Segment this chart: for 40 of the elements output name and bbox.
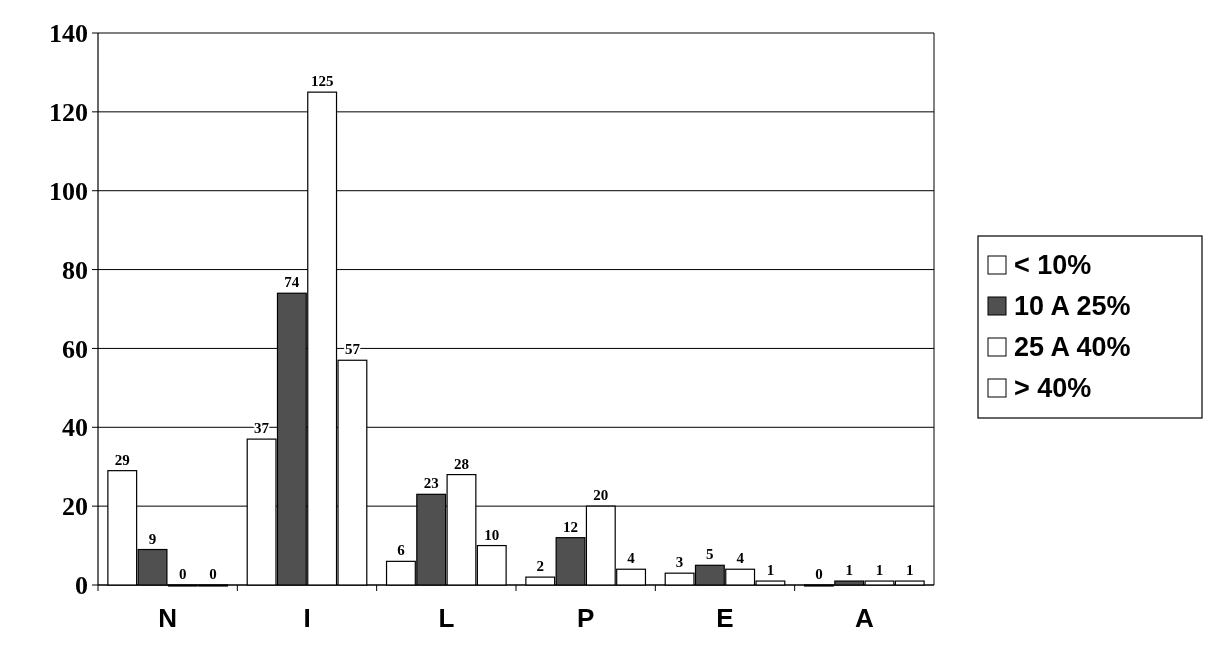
data-label: 20	[593, 487, 609, 504]
legend-label: > 40%	[1014, 373, 1092, 404]
data-label: 12	[563, 518, 579, 535]
x-tick-label: N	[158, 603, 178, 633]
y-tick-label: 60	[62, 334, 88, 364]
legend-label: < 10%	[1014, 250, 1092, 281]
y-tick-label: 120	[49, 97, 88, 127]
x-tick-label: A	[854, 603, 874, 633]
y-tick-label: 0	[75, 571, 88, 601]
x-tick-label: L	[438, 603, 455, 633]
data-label: 74	[284, 274, 300, 291]
data-label: 1	[766, 562, 775, 579]
legend-label: 10 A 25%	[1014, 291, 1131, 322]
data-label: 2	[536, 558, 544, 575]
data-label: 23	[423, 475, 439, 492]
data-label: 6	[397, 542, 406, 559]
data-label: 4	[736, 550, 745, 567]
y-tick-label: 20	[62, 492, 88, 522]
x-tick-label: E	[716, 603, 734, 633]
legend-label: 25 A 40%	[1014, 332, 1131, 363]
y-tick-label: 40	[62, 413, 88, 443]
data-label: 28	[453, 455, 469, 472]
data-label: 3	[675, 554, 684, 571]
data-label: 1	[845, 562, 853, 579]
data-label: 1	[906, 562, 914, 579]
x-tick-label: I	[303, 603, 311, 633]
y-tick-label: 80	[62, 255, 88, 285]
data-label: 125	[310, 73, 334, 90]
x-tick-label: P	[576, 603, 595, 633]
data-label: 4	[627, 550, 636, 567]
data-label: 1	[875, 562, 884, 579]
data-label: 29	[114, 451, 130, 468]
data-label: 0	[209, 566, 217, 582]
data-label: 10	[484, 526, 500, 543]
data-label: 0	[179, 566, 187, 582]
data-label: 9	[148, 530, 157, 547]
data-label: 5	[706, 546, 714, 563]
data-label: 0	[815, 566, 823, 582]
y-tick-label: 100	[49, 176, 88, 206]
y-tick-label: 140	[49, 19, 88, 49]
